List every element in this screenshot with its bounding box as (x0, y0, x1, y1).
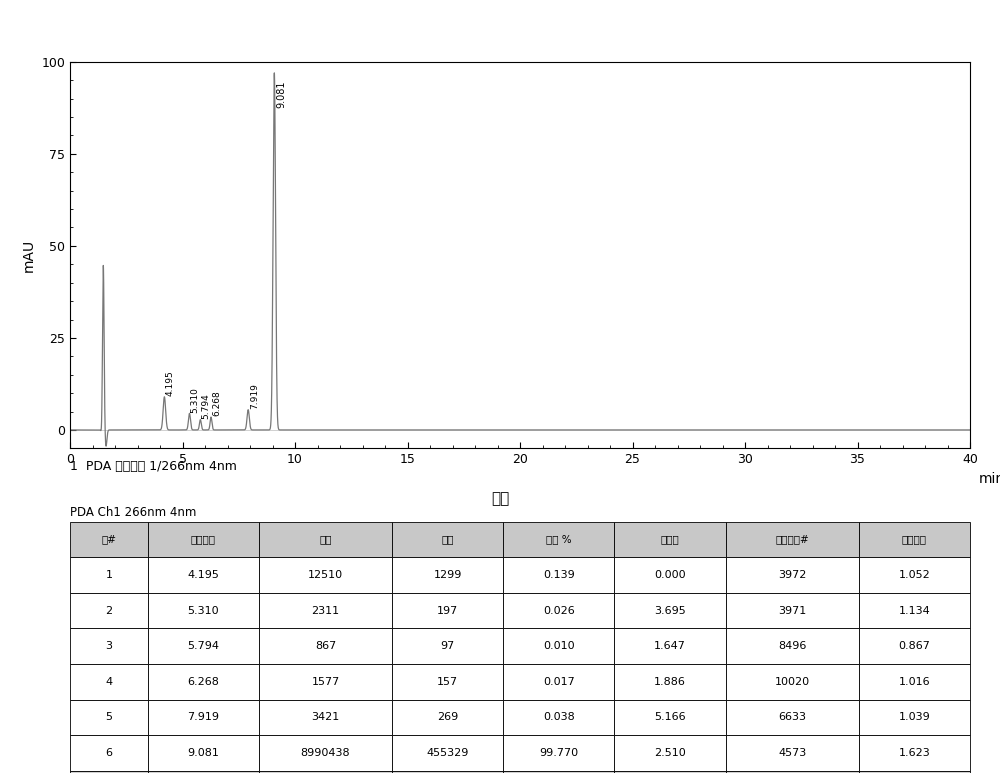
Text: 6.268: 6.268 (212, 390, 221, 417)
Text: 1577: 1577 (311, 677, 340, 686)
Text: 2311: 2311 (311, 606, 340, 615)
Text: 5.310: 5.310 (188, 606, 219, 615)
Text: 0.867: 0.867 (899, 642, 930, 651)
Text: 3421: 3421 (311, 713, 340, 722)
Text: 157: 157 (437, 677, 458, 686)
Text: 269: 269 (437, 713, 458, 722)
Text: 拖尾因子: 拖尾因子 (902, 535, 927, 544)
Text: 1.623: 1.623 (899, 748, 930, 758)
Text: 5.794: 5.794 (201, 393, 210, 419)
Text: 0.010: 0.010 (543, 642, 575, 651)
Text: 0.139: 0.139 (543, 570, 575, 580)
Text: 理论塔板#: 理论塔板# (775, 535, 809, 544)
Text: 3972: 3972 (778, 570, 806, 580)
Text: 高度: 高度 (442, 535, 454, 544)
Text: 7.919: 7.919 (187, 713, 219, 722)
Text: 1299: 1299 (434, 570, 462, 580)
Text: 5.310: 5.310 (191, 386, 200, 413)
Text: 1.052: 1.052 (899, 570, 930, 580)
Text: 1  PDA 多色谱图 1/266nm 4nm: 1 PDA 多色谱图 1/266nm 4nm (70, 460, 237, 473)
Text: 10020: 10020 (775, 677, 810, 686)
Text: 0.017: 0.017 (543, 677, 575, 686)
Text: 5.794: 5.794 (187, 642, 219, 651)
Text: 峰#: 峰# (101, 535, 116, 544)
Text: 面积 %: 面积 % (546, 535, 572, 544)
Text: 1.886: 1.886 (654, 677, 686, 686)
Text: 12510: 12510 (308, 570, 343, 580)
Text: 面积: 面积 (319, 535, 332, 544)
Text: 99.770: 99.770 (539, 748, 578, 758)
Text: 8496: 8496 (778, 642, 806, 651)
Text: 5.166: 5.166 (654, 713, 686, 722)
Text: 4.195: 4.195 (166, 370, 175, 396)
Text: 3.695: 3.695 (654, 606, 686, 615)
Text: min: min (979, 472, 1000, 485)
Text: 0.026: 0.026 (543, 606, 575, 615)
Text: 197: 197 (437, 606, 458, 615)
Text: 1.039: 1.039 (899, 713, 930, 722)
Text: 867: 867 (315, 642, 336, 651)
Text: 8990438: 8990438 (301, 748, 350, 758)
Text: 6.268: 6.268 (187, 677, 219, 686)
Text: 4573: 4573 (778, 748, 806, 758)
Text: PDA Ch1 266nm 4nm: PDA Ch1 266nm 4nm (70, 506, 196, 519)
Text: 9.081: 9.081 (277, 80, 287, 107)
Text: 保留时间: 保留时间 (191, 535, 216, 544)
Text: 1: 1 (105, 570, 112, 580)
Text: 9.081: 9.081 (187, 748, 219, 758)
Text: 1.647: 1.647 (654, 642, 686, 651)
Text: 2.510: 2.510 (654, 748, 686, 758)
Text: 0.000: 0.000 (654, 570, 686, 580)
Y-axis label: mAU: mAU (22, 239, 36, 271)
Text: 峰表: 峰表 (491, 491, 509, 506)
Text: 7.919: 7.919 (250, 383, 259, 409)
Text: 5: 5 (105, 713, 112, 722)
Text: 455329: 455329 (427, 748, 469, 758)
Text: 4.195: 4.195 (187, 570, 219, 580)
Text: 6: 6 (105, 748, 112, 758)
Text: 3971: 3971 (778, 606, 806, 615)
Text: 4: 4 (105, 677, 112, 686)
Text: 3: 3 (105, 642, 112, 651)
Text: 2: 2 (105, 606, 112, 615)
Text: 1.016: 1.016 (899, 677, 930, 686)
Text: 6633: 6633 (778, 713, 806, 722)
Text: 97: 97 (441, 642, 455, 651)
Text: 分离度: 分离度 (661, 535, 679, 544)
Text: 1.134: 1.134 (899, 606, 930, 615)
Text: 0.038: 0.038 (543, 713, 575, 722)
